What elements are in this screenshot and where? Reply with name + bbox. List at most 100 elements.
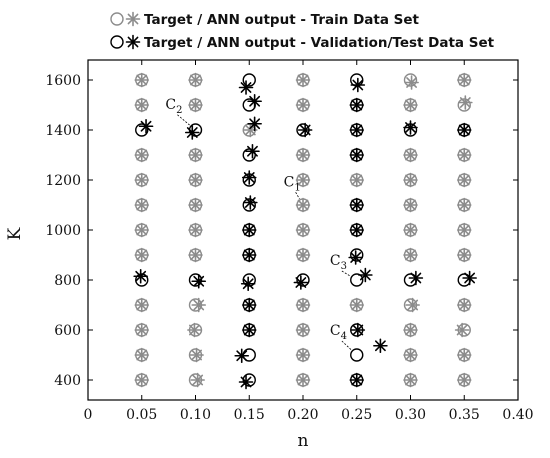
train-output-point (456, 197, 472, 213)
asterisk-stroke (297, 74, 309, 86)
asterisk-stroke (193, 275, 205, 287)
train-target-point (457, 98, 471, 112)
test-output-point (350, 322, 366, 338)
asterisk-stroke (243, 249, 255, 261)
asterisk-stroke (458, 124, 470, 136)
train-output-point (134, 297, 150, 313)
asterisk-stroke (236, 350, 248, 362)
y-tick-label: 1400 (45, 123, 81, 139)
train-output-point (295, 97, 311, 113)
train-output-point (456, 222, 472, 238)
asterisk-stroke (243, 172, 255, 183)
test-output-point (234, 348, 250, 364)
asterisk-stroke (464, 272, 476, 284)
asterisk-stroke (243, 324, 255, 336)
asterisk-stroke (458, 374, 470, 386)
asterisk-stroke (249, 95, 261, 107)
test-output-point (241, 297, 257, 313)
annotations: C2 C1 C3 C4 (165, 97, 352, 351)
train-output-point (458, 95, 473, 110)
legend-test-circle (110, 35, 124, 49)
train-output-point (403, 172, 418, 188)
annotation-label: C4 (330, 323, 347, 342)
test-output-point (184, 125, 200, 140)
asterisk-stroke (350, 252, 362, 263)
train-output-point (456, 347, 472, 363)
train-output-point (188, 147, 203, 163)
asterisk-stroke (297, 224, 309, 236)
train-output-point (403, 322, 418, 338)
annotation-c2: C2 (165, 97, 191, 126)
asterisk-stroke (297, 199, 309, 211)
test-target-point (188, 273, 203, 287)
train-output-point (295, 372, 311, 388)
test-target-point (350, 348, 364, 362)
x-tick-label: 0.20 (287, 407, 318, 423)
y-tick-label: 1200 (45, 173, 81, 189)
train-output-point (243, 122, 258, 138)
train-output-point (403, 247, 418, 263)
x-tick-label: 0.05 (126, 407, 157, 423)
test-output-point (293, 275, 309, 290)
asterisk-stroke (456, 324, 468, 336)
asterisk-stroke (136, 249, 148, 261)
asterisk-stroke (375, 340, 386, 352)
test-output-point (245, 143, 260, 159)
train-output-point (187, 322, 202, 338)
annotation-c3: C3 (330, 253, 351, 277)
test-output-point (348, 250, 363, 265)
annotation-leader (341, 270, 351, 277)
train-output-point (454, 322, 470, 338)
test-output-point (241, 322, 257, 338)
annotation-c4: C4 (330, 323, 352, 351)
annotation-label: C3 (330, 253, 347, 272)
asterisk-stroke (351, 99, 363, 111)
asterisk-stroke (193, 299, 205, 311)
asterisk-stroke (405, 199, 416, 211)
asterisk-stroke (458, 249, 470, 261)
train-output-point (134, 347, 150, 363)
x-tick-label: 0.35 (449, 407, 480, 423)
train-output-point (134, 72, 150, 88)
asterisk-stroke (458, 224, 470, 236)
asterisk-stroke (405, 349, 416, 361)
test-output-point (349, 197, 365, 213)
asterisk-stroke (190, 99, 201, 111)
train-output-point (403, 372, 418, 388)
train-output-point (134, 172, 150, 188)
asterisk-stroke (190, 249, 201, 261)
asterisk-stroke (244, 124, 256, 136)
train-output-point (188, 172, 203, 188)
asterisk-stroke (458, 149, 470, 161)
test-output-point (349, 222, 365, 238)
train-output-point (405, 297, 420, 313)
asterisk-stroke (352, 79, 364, 91)
asterisk-stroke (405, 122, 416, 133)
asterisk-stroke (190, 174, 201, 186)
train-output-point (403, 147, 418, 163)
test-output-point (462, 270, 477, 286)
test-output-point (408, 270, 424, 286)
asterisk-stroke (297, 149, 309, 161)
test-output-point (238, 374, 254, 390)
test-output-point (297, 122, 313, 138)
asterisk-stroke (297, 249, 309, 261)
test-target-point (242, 198, 256, 212)
train-output-point (295, 247, 311, 263)
asterisk-stroke (405, 174, 416, 186)
axes: 0 0.05 0.10 0.15 0.20 0.25 0.30 0.35 0.40 400 600 8… (45, 60, 534, 423)
asterisk-stroke (351, 124, 363, 136)
train-output-point (134, 372, 150, 388)
y-tick-label: 1000 (45, 223, 81, 239)
train-output-point (189, 347, 204, 363)
legend-entry-test: Target / ANN output - Validation/Test Da… (144, 35, 495, 51)
asterisk-stroke (352, 324, 364, 336)
train-output-point (456, 72, 472, 88)
asterisk-stroke (140, 120, 152, 132)
test-target-point (242, 273, 256, 287)
train-output-point (403, 197, 418, 213)
asterisk-stroke (240, 82, 252, 93)
y-tick-label: 600 (54, 323, 81, 339)
train-output-point (295, 322, 311, 338)
